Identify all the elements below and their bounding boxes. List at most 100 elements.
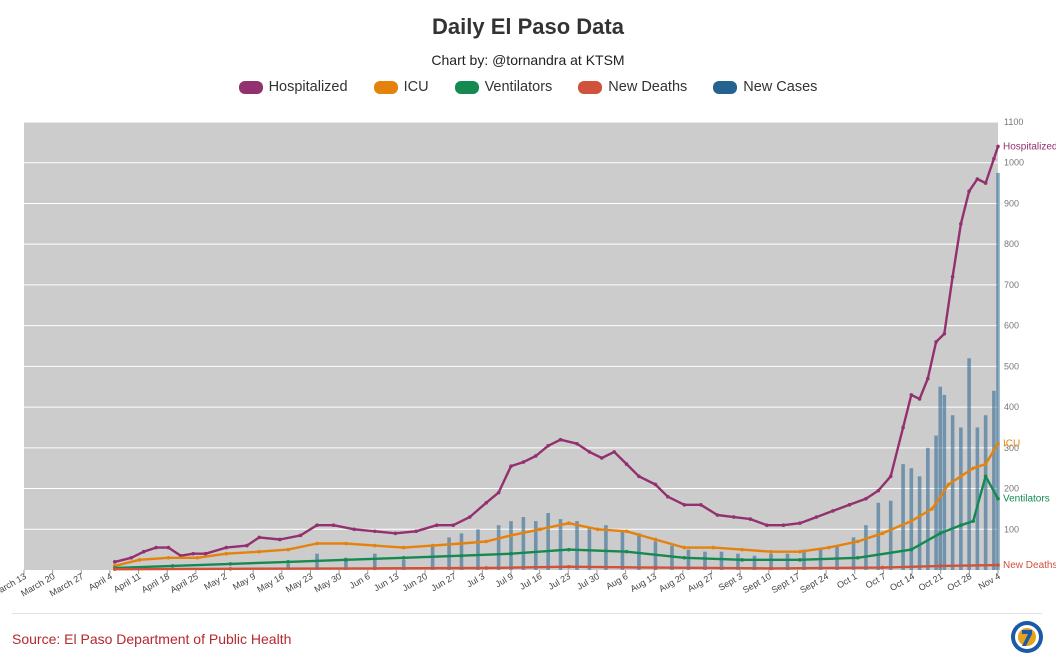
point-hospitalized <box>245 543 249 548</box>
x-tick-label: Jul 16 <box>518 571 544 592</box>
point-icu <box>983 462 988 466</box>
bar-new-cases <box>909 468 914 570</box>
point-hospitalized <box>575 441 579 446</box>
point-new-deaths <box>228 566 233 571</box>
x-tick-label: Jul 23 <box>546 571 572 592</box>
x-tick-label: May 23 <box>284 571 315 594</box>
point-icu <box>484 539 489 544</box>
x-tick-label: Oct 7 <box>864 571 888 590</box>
point-hospitalized <box>959 222 963 226</box>
point-ventilators <box>401 555 406 560</box>
legend-label-icu: ICU <box>403 79 429 95</box>
point-hospitalized <box>715 513 720 517</box>
bar-new-cases <box>496 525 501 570</box>
bar-new-cases <box>686 549 691 570</box>
point-hospitalized <box>934 340 938 344</box>
point-ventilators <box>740 558 744 562</box>
point-hospitalized <box>748 517 753 521</box>
point-hospitalized <box>624 462 629 466</box>
x-tick-label: Oct 28 <box>945 571 973 593</box>
point-icu <box>682 545 687 550</box>
point-hospitalized <box>434 523 439 527</box>
x-tick-label: May 16 <box>255 571 286 594</box>
bar-new-cases <box>876 502 881 570</box>
point-ventilators <box>959 523 963 527</box>
point-new-deaths <box>112 567 117 571</box>
bar-new-cases <box>575 521 579 570</box>
x-tick-label: Jul 3 <box>465 571 486 589</box>
point-hospitalized <box>315 523 319 527</box>
x-tick-label: April 11 <box>112 571 143 595</box>
point-hospitalized <box>373 529 377 534</box>
bar-new-cases <box>950 415 955 570</box>
y-tick-label: 1000 <box>1004 158 1024 168</box>
point-ventilators <box>983 474 988 479</box>
y-tick-label: 900 <box>1004 198 1019 208</box>
point-hospitalized <box>864 496 868 501</box>
bar-new-cases <box>373 553 377 570</box>
bar-new-cases <box>533 521 538 570</box>
x-tick-label: Sept 17 <box>770 571 802 595</box>
legend: Hospitalized ICU Ventilators New Deaths … <box>0 79 1056 95</box>
point-icu <box>740 547 744 552</box>
point-hospitalized <box>926 376 930 381</box>
point-hospitalized <box>901 425 905 430</box>
point-new-deaths <box>484 566 489 570</box>
bar-new-cases <box>959 427 963 570</box>
bar-new-cases <box>459 533 464 570</box>
x-tick-label: April 18 <box>140 571 171 595</box>
point-new-deaths <box>373 566 377 571</box>
point-icu <box>401 545 406 550</box>
end-label-icu: ICU <box>1003 439 1020 450</box>
point-icu <box>880 531 885 536</box>
bar-new-cases <box>938 386 943 570</box>
x-tick-label: Jul 30 <box>575 571 601 592</box>
point-icu <box>344 541 348 546</box>
point-hospitalized <box>509 464 513 468</box>
point-hospitalized <box>278 537 282 542</box>
point-hospitalized <box>876 488 881 493</box>
point-hospitalized <box>909 393 914 397</box>
legend-label-hospitalized: Hospitalized <box>268 79 348 95</box>
y-tick-label: 700 <box>1004 280 1019 290</box>
legend-item-icu[interactable]: ICU <box>373 79 429 95</box>
point-icu <box>430 543 435 548</box>
point-hospitalized <box>467 515 472 519</box>
end-label-ventilators: Ventilators <box>1003 494 1050 505</box>
point-hospitalized <box>191 551 196 556</box>
bar-new-cases <box>983 415 988 570</box>
y-tick-label: 600 <box>1004 321 1019 331</box>
point-hospitalized <box>257 535 262 540</box>
point-hospitalized <box>496 490 501 495</box>
point-ventilators <box>286 560 290 564</box>
point-icu <box>195 555 200 560</box>
point-ventilators <box>170 564 175 568</box>
bar-new-cases <box>736 553 740 570</box>
legend-item-new-cases[interactable]: New Cases <box>713 79 817 95</box>
legend-item-hospitalized[interactable]: Hospitalized <box>238 79 348 95</box>
legend-item-new-deaths[interactable]: New Deaths <box>578 79 687 95</box>
legend-swatch-ventilators <box>454 80 479 94</box>
point-new-deaths <box>653 565 658 570</box>
point-icu <box>538 527 542 532</box>
legend-item-ventilators[interactable]: Ventilators <box>454 79 552 95</box>
point-ventilators <box>459 553 464 558</box>
point-hospitalized <box>917 397 922 401</box>
point-icu <box>946 482 951 487</box>
y-tick-label: 800 <box>1004 239 1019 249</box>
x-tick-label: Oct 14 <box>888 571 916 593</box>
bar-new-cases <box>670 545 674 570</box>
point-new-deaths <box>996 563 1000 567</box>
point-hospitalized <box>967 189 971 194</box>
point-hospitalized <box>533 454 538 458</box>
point-ventilators <box>566 547 571 552</box>
bar-new-cases <box>719 551 724 570</box>
point-icu <box>930 507 934 511</box>
bar-new-cases <box>942 394 947 570</box>
point-hospitalized <box>587 450 592 454</box>
chart-plot: 10020030040050060070080090010001100March… <box>0 117 1056 598</box>
x-tick-label: Sept 10 <box>741 571 773 595</box>
point-icu <box>224 551 229 556</box>
point-ventilators <box>938 531 943 536</box>
point-hospitalized <box>798 521 802 525</box>
